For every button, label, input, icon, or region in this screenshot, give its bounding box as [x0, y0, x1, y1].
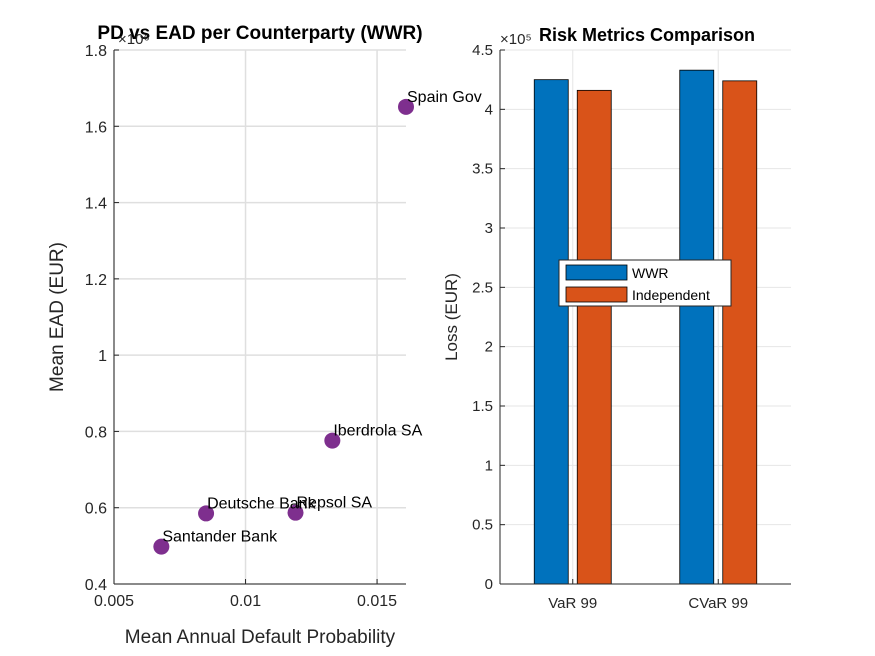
scatter-y-tick-label: 1.4: [85, 196, 107, 213]
bar-ticks: 0 0.5 1 1.5 2 2.5 3 3.5 4 4.5 VaR 99 CVaR 99: [472, 42, 748, 612]
scatter-point-label: Repsol SA: [297, 495, 373, 512]
scatter-point: [398, 98, 414, 115]
scatter-point: [198, 505, 215, 522]
scatter-y-tick-label: 1.8: [85, 43, 107, 60]
scatter-y-tick-label: 0.4: [85, 577, 107, 594]
bar-y-axis-label: Loss (EUR): [442, 273, 461, 361]
scatter-plot: 0.005 0.01 0.015 0.4 0.6 0.8 1 1.2 1.4 1.6 1.8 San…: [47, 23, 482, 648]
scatter-points: [153, 98, 414, 555]
scatter-point: [324, 432, 341, 449]
scatter-point-label: Santander Bank: [162, 529, 278, 546]
scatter-point: [287, 504, 304, 521]
bar-y-tick-label: 2.5: [472, 279, 493, 296]
scatter-x-tick-label: 0.01: [230, 593, 261, 610]
scatter-x-axis-label: Mean Annual Default Probability: [125, 627, 396, 648]
bar-y-tick-label: 0: [485, 576, 493, 593]
bar-y-tick-label: 0.5: [472, 517, 493, 534]
scatter-y-tick-label: 0.6: [85, 501, 107, 518]
scatter-y-tick-label: 0.8: [85, 424, 107, 441]
scatter-y-tick-label: 1.2: [85, 272, 107, 289]
legend-label-wwr: WWR: [632, 265, 669, 281]
scatter-point: [153, 538, 170, 555]
scatter-y-tick-label: 1.6: [85, 119, 107, 136]
scatter-y-axis-label: Mean EAD (EUR): [47, 242, 68, 392]
bar-category-label: CVaR 99: [688, 595, 748, 612]
bar-y-tick-label: 1: [485, 457, 493, 474]
bar-wwr-0: [533, 79, 569, 585]
bar-y-tick-label: 4: [485, 101, 493, 118]
scatter-x-tick-label: 0.015: [357, 593, 397, 610]
scatter-x-tick-label: 0.005: [94, 593, 134, 610]
scatter-axis-lines: [113, 50, 406, 585]
bar-title: Risk Metrics Comparison: [539, 25, 755, 45]
bar-independent-1: [722, 80, 758, 585]
legend-swatch-wwr: [565, 264, 628, 281]
bar-y-tick-label: 4.5: [472, 42, 493, 59]
scatter-point-label: Iberdrola SA: [333, 423, 422, 440]
bar-y-exponent: ×10⁵: [500, 31, 532, 48]
bar-wwr-1: [679, 69, 715, 585]
bar-legend: WWR Independent: [558, 259, 732, 307]
bar-category-label: VaR 99: [548, 595, 597, 612]
scatter-title: PD vs EAD per Counterparty (WWR): [97, 23, 422, 44]
bar-independent-0: [576, 89, 612, 585]
bar-y-tick-label: 2: [485, 339, 493, 356]
scatter-point-label: Spain Gov: [407, 89, 482, 106]
bar-chart: 0 0.5 1 1.5 2 2.5 3 3.5 4 4.5 VaR 99 CVaR 99 Risk M…: [442, 25, 791, 612]
legend-label-independent: Independent: [632, 287, 710, 303]
bar-y-tick-label: 1.5: [472, 398, 493, 415]
legend-swatch-independent: [565, 286, 628, 303]
bar-axis-lines: [499, 50, 791, 585]
scatter-ticks: 0.005 0.01 0.015 0.4 0.6 0.8 1 1.2 1.4 1.6 1.8: [85, 43, 397, 610]
bar-bars: [533, 69, 758, 585]
bar-y-tick-label: 3: [485, 220, 493, 237]
scatter-point-label: Deutsche Bank: [207, 495, 317, 512]
scatter-y-tick-label: 1: [98, 348, 107, 365]
bar-y-tick-label: 3.5: [472, 161, 493, 178]
scatter-y-exponent: ×10⁶: [118, 31, 150, 48]
